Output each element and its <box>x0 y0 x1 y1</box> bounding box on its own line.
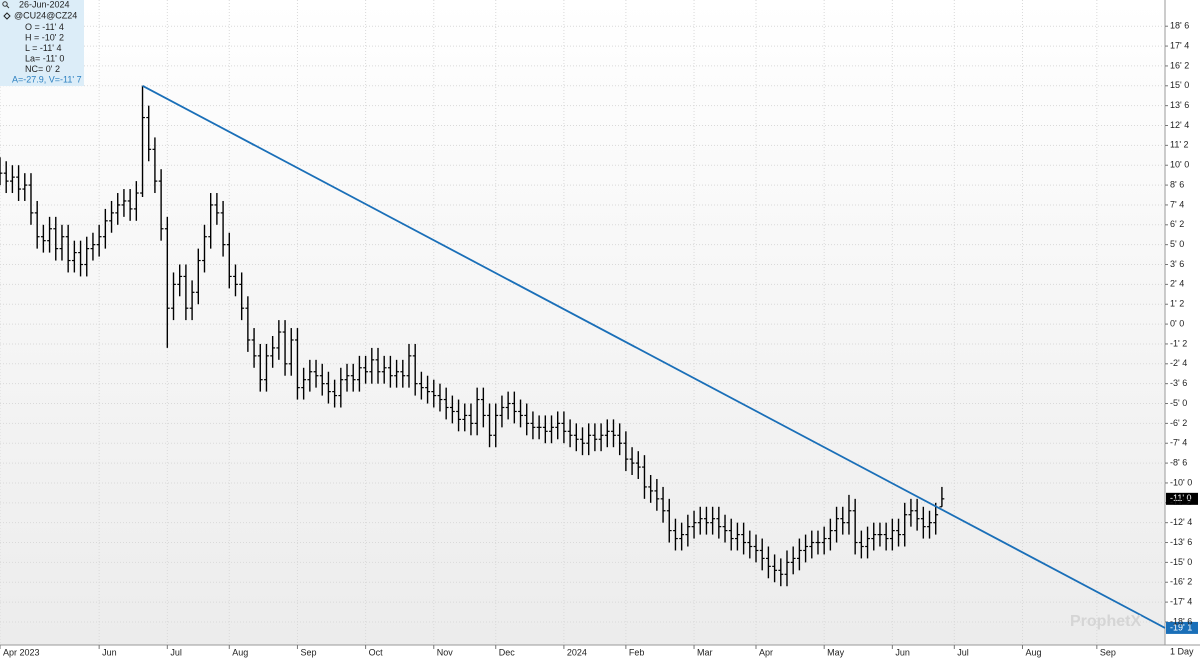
info-line: La= -11' 0 <box>25 53 64 63</box>
y-tick-label: -7' 4 <box>1170 438 1187 448</box>
y-tick-label: -12' 4 <box>1170 517 1192 527</box>
last-price-tag <box>1166 492 1198 505</box>
x-tick-label: Jul <box>957 647 969 657</box>
x-tick-label: Mar <box>697 647 713 657</box>
y-tick-label: 5' 0 <box>1170 239 1184 249</box>
y-tick-label: 17' 4 <box>1170 40 1189 50</box>
y-tick-label: 13' 6 <box>1170 100 1189 110</box>
x-tick-label: Nov <box>437 647 454 657</box>
x-tick-label: 2024 <box>567 647 587 657</box>
symbol-icon <box>3 12 11 20</box>
y-tick-label: 11' 2 <box>1170 140 1189 150</box>
y-tick-label: 7' 4 <box>1170 199 1184 209</box>
info-line: A=-27.9, V=-11' 7 <box>12 74 82 84</box>
x-tick-label: Oct <box>369 647 384 657</box>
info-line: H = -10' 2 <box>25 32 64 42</box>
x-tick-label: Feb <box>629 647 645 657</box>
bars <box>0 85 945 587</box>
y-tick-label: -17' 4 <box>1170 596 1192 606</box>
trendline-label: -19' 1 <box>1170 622 1192 632</box>
info-symbol: @CU24@CZ24 <box>14 10 77 20</box>
search-icon[interactable] <box>2 1 8 7</box>
x-tick-label: Aug <box>232 647 248 657</box>
y-tick-label: -16' 2 <box>1170 577 1192 587</box>
y-tick-label: -8' 6 <box>1170 457 1187 467</box>
y-tick-label: 0' 0 <box>1170 318 1184 328</box>
y-tick-label: 10' 0 <box>1170 160 1189 170</box>
x-tick-label: Apr <box>759 647 773 657</box>
x-tick-label: Dec <box>499 647 516 657</box>
x-tick-label: Jun <box>102 647 117 657</box>
y-tick-label: -18' 6 <box>1170 616 1192 626</box>
x-tick-label: Jun <box>895 647 910 657</box>
trendline-tag <box>1166 621 1198 634</box>
y-tick-label: 16' 2 <box>1170 60 1189 70</box>
x-tick-label: Apr 2023 <box>3 647 40 657</box>
y-tick-label: 18' 6 <box>1170 21 1189 31</box>
x-tick-label: Sep <box>300 647 316 657</box>
info-date: 26-Jun-2024 <box>19 0 70 9</box>
y-tick-label: -2' 4 <box>1170 358 1187 368</box>
interval-label: 1 Day <box>1170 646 1194 656</box>
y-tick-label: -13' 6 <box>1170 537 1192 547</box>
info-line: L = -11' 4 <box>25 43 62 53</box>
plot-background <box>0 0 1165 645</box>
overlay: -19' 1 -11' 0 <box>142 84 1198 634</box>
y-tick-label: 1' 2 <box>1170 299 1184 309</box>
y-tick-label: 2' 4 <box>1170 279 1184 289</box>
y-tick-label: -11' 2 <box>1170 497 1192 507</box>
x-tick-label: May <box>827 647 845 657</box>
last-price-label: -11' 0 <box>1170 493 1192 503</box>
y-tick-label: 12' 4 <box>1170 120 1189 130</box>
y-tick-label: 8' 6 <box>1170 179 1184 189</box>
price-axis-panel <box>1165 0 1200 659</box>
y-tick-label: 3' 6 <box>1170 259 1184 269</box>
info-box <box>0 0 84 86</box>
y-tick-label: -3' 6 <box>1170 378 1187 388</box>
x-tick-label: Aug <box>1025 647 1041 657</box>
y-tick-label: -15' 0 <box>1170 557 1192 567</box>
y-tick-label: -10' 0 <box>1170 477 1192 487</box>
y-tick-label: 6' 2 <box>1170 219 1184 229</box>
info-line: NC= 0' 2 <box>25 64 60 74</box>
y-tick-label: 15' 0 <box>1170 80 1189 90</box>
y-tick-label: -1' 2 <box>1170 338 1187 348</box>
info-line: O = -11' 4 <box>25 22 64 32</box>
search-icon-handle <box>6 5 10 9</box>
trendline <box>142 84 1166 629</box>
watermark: ProphetX <box>1070 613 1141 630</box>
y-tick-label: -6' 2 <box>1170 418 1187 428</box>
x-tick-label: Jul <box>170 647 182 657</box>
x-tick-label: Sep <box>1100 647 1116 657</box>
y-tick-label: -5' 0 <box>1170 398 1187 408</box>
time-axis-panel <box>0 645 1200 659</box>
